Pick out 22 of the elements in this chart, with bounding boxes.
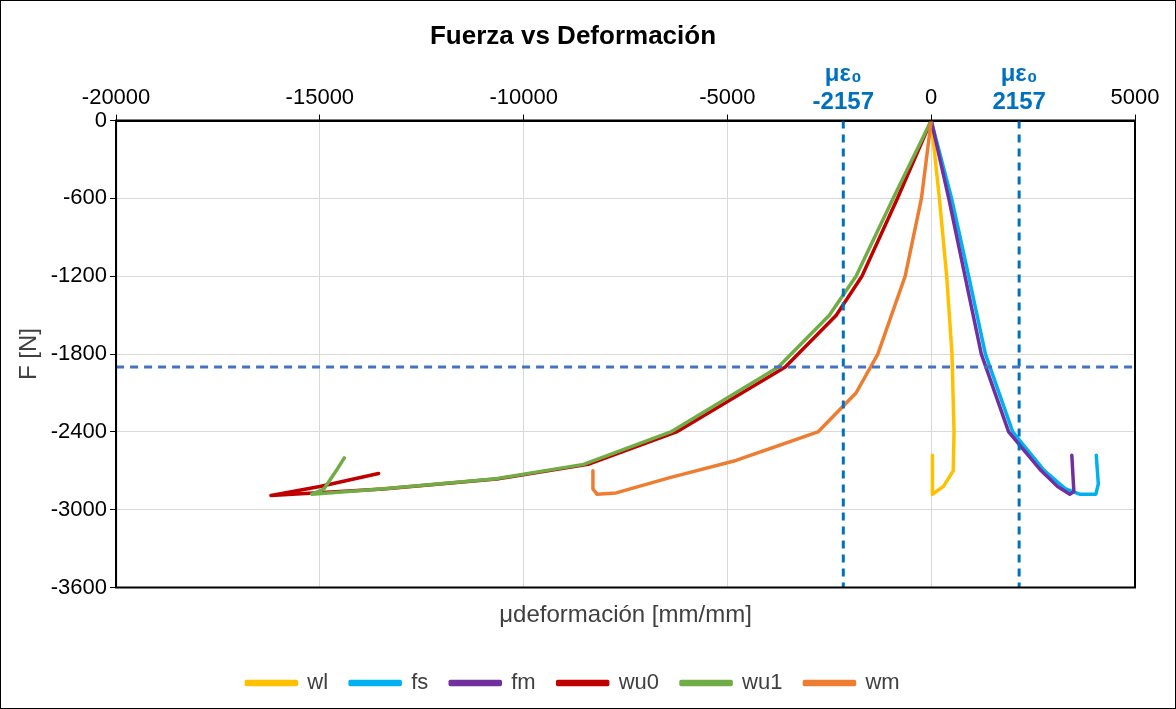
x-tick-label: -15000 bbox=[285, 84, 355, 110]
legend-label: wu0 bbox=[617, 669, 660, 695]
y-tick-label: -1800 bbox=[50, 340, 108, 366]
y-axis-title: F [N] bbox=[14, 328, 42, 381]
legend-label: wm bbox=[864, 669, 900, 695]
x-axis-title: μdeformación [mm/mm] bbox=[499, 600, 752, 628]
y-tick-label: -3600 bbox=[50, 573, 108, 599]
y-tick-label: -1200 bbox=[50, 262, 108, 288]
ref-line-label: με₀ 2157 bbox=[992, 58, 1046, 114]
ref-line-label: με₀ -2157 bbox=[812, 58, 874, 114]
x-tick-label: 0 bbox=[925, 84, 938, 110]
y-tick-label: -2400 bbox=[50, 418, 108, 443]
legend-label: wl bbox=[306, 669, 329, 695]
chart-title: Fuerza vs Deformación bbox=[429, 19, 717, 50]
legend-label: wu1 bbox=[741, 669, 783, 695]
y-tick-label: -600 bbox=[63, 184, 108, 210]
x-tick-label: 5000 bbox=[1110, 84, 1160, 110]
legend-label: fs bbox=[411, 669, 429, 695]
x-tick-label: -10000 bbox=[489, 84, 558, 110]
x-tick-label: -5000 bbox=[699, 84, 756, 110]
y-tick-label: -3000 bbox=[50, 495, 108, 521]
legend-label: fm bbox=[511, 669, 536, 695]
